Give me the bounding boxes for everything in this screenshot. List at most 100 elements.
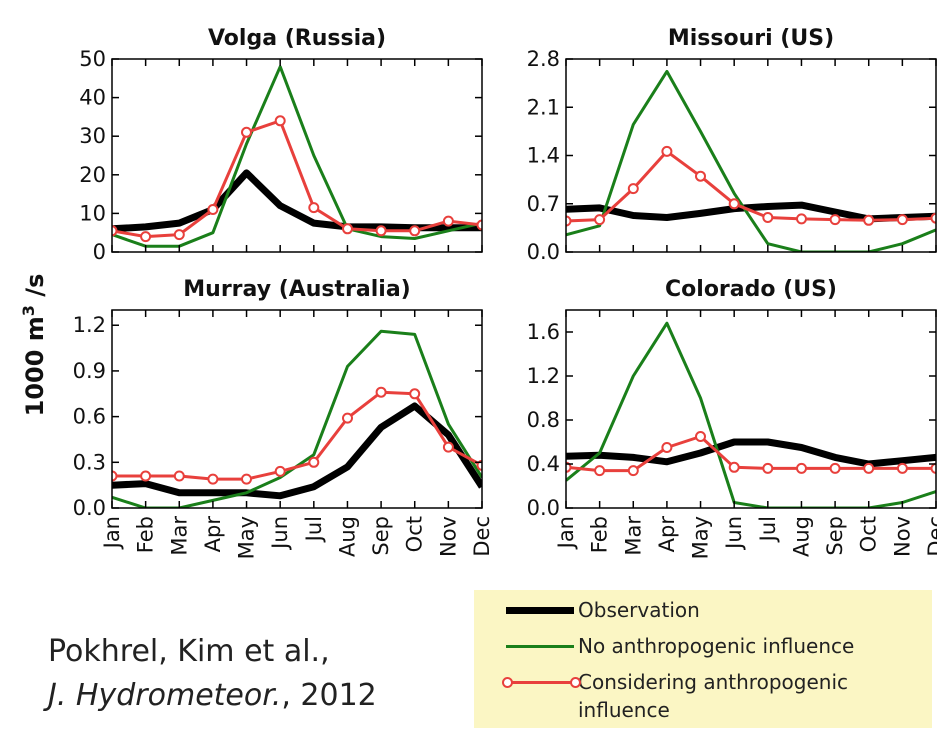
y-tick-label: 2.8: [527, 47, 560, 71]
y-tick-label: 0.8: [527, 408, 560, 432]
x-tick-label: Oct: [857, 516, 881, 552]
data-point-considering-anthropogenic: [661, 442, 673, 453]
plot-frame: [111, 58, 483, 253]
series-line-considering-anthropogenic: [112, 119, 482, 239]
series-line-no-anthropogenic: [566, 69, 936, 252]
x-tick-label: Dec: [470, 516, 494, 557]
x-tick-label: Mar: [167, 516, 191, 556]
data-point-considering-anthropogenic: [342, 412, 353, 424]
data-point-considering-anthropogenic: [728, 198, 740, 210]
y-tick-label: 20: [79, 163, 106, 187]
data-point-considering-anthropogenic: [409, 388, 421, 400]
legend-label-observation: Observation: [578, 598, 700, 622]
data-point-considering-anthropogenic: [661, 145, 673, 157]
x-tick-label: Oct: [403, 516, 427, 552]
y-tick-label: 40: [79, 86, 106, 110]
data-point-considering-anthropogenic: [762, 462, 774, 474]
x-tick-label: Dec: [924, 516, 937, 557]
citation: Pokhrel, Kim et al., J. Hydrometeor., 20…: [48, 630, 377, 718]
series-line-observation: [112, 402, 482, 500]
citation-journal: J. Hydrometeor.: [48, 678, 282, 713]
legend-label-no-anthropogenic: No anthropogenic influence: [578, 634, 855, 658]
x-tick-label: Apr: [201, 516, 225, 553]
x-tick-label: Feb: [134, 516, 158, 553]
y-tick-label: 0.9: [73, 359, 106, 383]
data-point-considering-anthropogenic: [863, 214, 875, 226]
data-point-considering-anthropogenic: [241, 126, 252, 138]
x-tick-label: Nov: [436, 516, 460, 557]
citation-authors: Pokhrel, Kim et al.,: [48, 634, 330, 669]
chart-title-3: Murray (Australia): [183, 277, 410, 302]
data-point-considering-anthropogenic: [112, 470, 118, 482]
y-tick-label: 0.0: [527, 240, 560, 264]
data-point-considering-anthropogenic: [930, 212, 936, 224]
y-tick-label: 50: [79, 47, 106, 71]
x-tick-label: Apr: [655, 516, 679, 553]
y-tick-label: 0.0: [527, 496, 560, 520]
data-point-considering-anthropogenic: [308, 202, 320, 214]
x-tick-label: May: [235, 516, 259, 559]
data-point-considering-anthropogenic: [207, 473, 219, 485]
y-tick-label: 0.6: [73, 405, 106, 429]
data-point-considering-anthropogenic: [930, 462, 936, 474]
data-point-considering-anthropogenic: [796, 213, 807, 225]
plot-frame: [565, 309, 937, 509]
legend-swatch-considering-anthropogenic: [474, 668, 581, 696]
data-point-considering-anthropogenic: [566, 461, 572, 473]
y-tick-label: 1.4: [527, 144, 560, 168]
y-axis-label: 1000 m3 /s: [19, 274, 49, 417]
x-tick-label: Jun: [722, 516, 746, 551]
chart-title-2: Missouri (US): [668, 26, 834, 51]
x-tick-label: Nov: [890, 516, 914, 557]
y-tick-label: 30: [79, 124, 106, 148]
y-tick-label: 0.7: [527, 192, 560, 216]
charts-figure: 1000 m3 /s Volga (Russia) 0 10 20 30 40 50 Miss…: [19, 26, 937, 559]
chart-title-1: Volga (Russia): [208, 26, 386, 51]
chart-title-4: Colorado (US): [665, 277, 837, 302]
x-tick-label: Sep: [823, 516, 847, 556]
legend-item-observation: Observation: [474, 596, 700, 624]
legend-item-no-anthropogenic: No anthropogenic influence: [474, 632, 854, 660]
data-point-considering-anthropogenic: [896, 214, 908, 226]
x-tick-label: Mar: [621, 516, 645, 556]
data-point-considering-anthropogenic: [173, 470, 185, 482]
data-point-considering-anthropogenic: [627, 183, 639, 195]
data-point-considering-anthropogenic: [896, 462, 908, 474]
citation-year: , 2012: [281, 678, 377, 713]
data-point-considering-anthropogenic: [627, 465, 639, 477]
series-line-considering-anthropogenic: [566, 435, 936, 473]
data-point-considering-anthropogenic: [476, 459, 482, 471]
y-tick-label: 0.3: [73, 450, 106, 474]
legend-item-considering-anthropogenic: Considering anthropogenic influence: [474, 668, 908, 724]
data-point-considering-anthropogenic: [241, 473, 252, 485]
y-tick-label: 1.2: [73, 313, 106, 337]
data-point-considering-anthropogenic: [140, 470, 152, 482]
data-point-considering-anthropogenic: [173, 229, 185, 241]
data-point-considering-anthropogenic: [140, 231, 152, 243]
data-point-considering-anthropogenic: [728, 461, 740, 473]
data-point-considering-anthropogenic: [112, 225, 118, 237]
data-point-considering-anthropogenic: [409, 225, 421, 237]
series-line-considering-anthropogenic: [112, 390, 482, 481]
data-point-considering-anthropogenic: [375, 225, 387, 237]
x-tick-label: Jan: [100, 516, 124, 550]
data-point-considering-anthropogenic: [594, 465, 606, 477]
x-tick-label: Jul: [756, 516, 780, 543]
data-point-considering-anthropogenic: [342, 223, 353, 235]
x-tick-label: Feb: [588, 516, 612, 553]
data-point-considering-anthropogenic: [695, 431, 706, 442]
y-tick-label: 10: [79, 201, 106, 225]
series-line-considering-anthropogenic: [566, 149, 936, 223]
data-point-considering-anthropogenic: [829, 462, 841, 474]
legend-swatch-observation: [474, 596, 578, 624]
data-point-considering-anthropogenic: [476, 219, 482, 231]
series-line-no-anthropogenic: [112, 65, 482, 248]
data-point-considering-anthropogenic: [762, 212, 774, 223]
y-tick-label: 1.6: [527, 320, 560, 344]
y-tick-label: 1.2: [527, 364, 560, 388]
data-point-considering-anthropogenic: [594, 214, 606, 226]
legend-label-considering-anthropogenic: Considering anthropogenic influence: [578, 670, 848, 722]
data-point-considering-anthropogenic: [274, 115, 286, 127]
x-tick-label: May: [689, 516, 713, 559]
y-tick-label: 2.1: [527, 95, 560, 119]
